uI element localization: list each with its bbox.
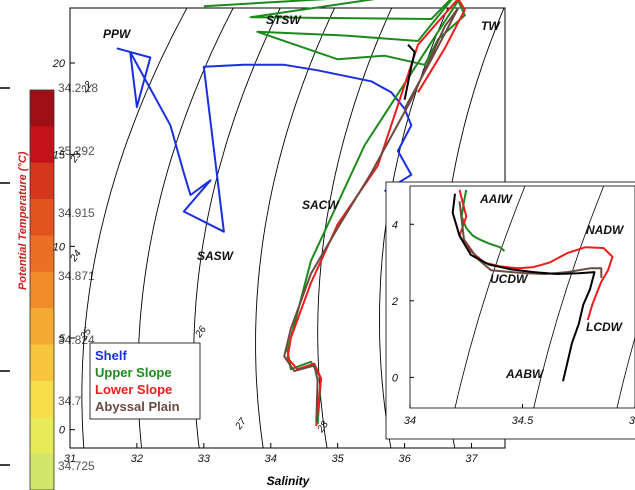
inset-density-curve [533,185,605,409]
colorbar-frame [29,89,55,490]
colorbar-segment [30,126,54,164]
legend-lower-slope: Lower Slope [95,382,172,397]
water-mass-label: SASW [197,249,235,263]
inset-water-mass-label: UCDW [490,272,529,286]
density-curve [81,7,188,449]
density-curve [317,7,393,449]
colorbar: 34.72534.734.82434.87134.91535.29234.2.1… [0,81,98,490]
inset-density-contours [454,185,635,409]
inset-water-mass-label: NADW [586,223,625,237]
colorbar-segment [30,162,54,200]
inset-water-mass-label: LCDW [586,320,624,334]
x-tick-label: 34 [265,453,277,465]
data-series [116,0,466,427]
density-label: 26 [193,324,209,341]
inset-y-tick-label: 2 [391,296,398,308]
inset-water-mass-label: AAIW [479,192,514,206]
legend-upper-slope: Upper Slope [95,365,172,380]
inset-y-tick-label: 4 [392,219,398,231]
colorbar-segment [30,453,54,490]
colorbar-segment [30,235,54,273]
x-tick-label: 31 [64,453,76,465]
x-tick-label: 36 [398,453,411,465]
colorbar-segment [30,90,54,127]
y-tick-label: 5 [59,333,66,345]
water-mass-label: SACW [302,198,340,212]
series-lower-slope [286,0,466,427]
colorbar-tick-label: 35.292 [58,144,95,158]
legend-shelf: Shelf [95,348,127,363]
water-mass-label: TW [481,19,501,33]
density-curve [193,7,281,449]
inset-data-series [451,189,614,382]
series-black [403,44,416,100]
inset-plot: 34 34.5 35 0 2 4 AAIW NADW UCDW LCDW AABW [385,181,635,440]
inset-density-curve [454,185,526,409]
inset-x-tick-label: 34.5 [512,415,534,427]
x-tick-label: 32 [131,453,143,465]
colorbar-tick-label: 34.915 [58,206,95,220]
inset-x-tick-label: 35 [629,415,635,427]
inset-x-tick-label: 34 [404,415,416,427]
colorbar-segment [30,344,54,382]
inset-axis-ticks: 34 34.5 35 0 2 4 [391,219,635,427]
legend-abyssal-plain: Abyssal Plain [95,399,180,414]
colorbar-tick-label: 34.871 [58,269,95,283]
water-mass-label: STSW [266,13,302,27]
inset-series-abyssal-plain [458,201,603,278]
inset-series-black [451,193,596,382]
x-tick-label: 35 [332,453,345,465]
inset-density-curve [616,336,635,409]
colorbar-segment [30,380,54,418]
y-tick-label: 15 [53,150,66,162]
series-shelf [116,47,413,233]
series-abyssal-plain [283,7,460,423]
colorbar-label: Potential Temperature (°C) [17,151,29,290]
colorbar-tick-label: 34.725 [58,459,95,473]
colorbar-segment [30,199,54,236]
inset-water-mass-label: AABW [505,367,545,381]
colorbar-segment [30,417,54,455]
colorbar-tick-label: 34.824 [58,333,95,347]
inset-series-lower-slope [458,189,614,321]
x-tick-label: 33 [198,453,211,465]
x-axis-label: Salinity [267,474,311,488]
density-curve [255,7,336,449]
legend: Shelf Upper Slope Lower Slope Abyssal Pl… [89,342,201,420]
water-mass-label: PPW [103,27,132,41]
colorbar-segment [30,271,54,309]
y-tick-label: 0 [59,425,66,437]
x-tick-label: 37 [465,453,478,465]
annotations: PPW STSW TW SACW SASW [103,13,501,263]
y-tick-label: 10 [53,241,66,253]
y-tick-label: 20 [52,58,66,70]
colorbar-segment [30,308,54,346]
inset-y-tick-label: 0 [392,372,399,384]
colorbar-tick-label: 34.2.18 [58,81,98,95]
density-label: 27 [233,416,249,433]
inset-annotations: AAIW NADW UCDW LCDW AABW [479,192,625,381]
